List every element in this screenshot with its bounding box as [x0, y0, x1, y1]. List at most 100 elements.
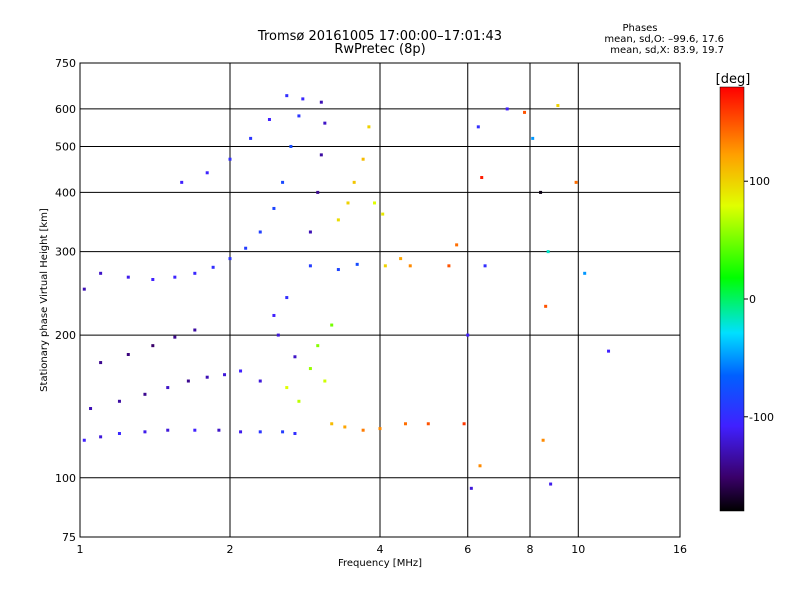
data-point	[399, 257, 403, 261]
data-point	[330, 323, 334, 327]
data-point	[336, 268, 340, 272]
data-point	[143, 392, 147, 396]
data-point	[99, 271, 103, 275]
data-point	[143, 430, 147, 434]
colorbar-tick-label: 0	[749, 293, 756, 306]
data-point	[244, 246, 248, 250]
data-point	[455, 243, 459, 247]
data-point	[166, 386, 170, 390]
y-tick-label: 100	[55, 472, 76, 485]
data-point	[89, 407, 93, 411]
data-point	[223, 373, 227, 377]
data-point	[330, 422, 334, 426]
data-point	[281, 180, 285, 184]
data-point	[205, 171, 209, 175]
data-point	[583, 271, 587, 275]
data-point	[462, 422, 466, 426]
data-point	[355, 262, 359, 266]
data-point	[239, 430, 243, 434]
colorbar-tick-label: -100	[749, 411, 774, 424]
data-point	[276, 333, 280, 337]
data-point	[544, 304, 548, 308]
data-point	[546, 250, 550, 254]
data-point	[272, 206, 276, 210]
data-point	[483, 264, 487, 268]
data-point	[336, 218, 340, 222]
data-point	[211, 265, 215, 269]
colorbar-tick-label: 100	[749, 175, 770, 188]
data-point	[193, 328, 197, 332]
data-point	[531, 136, 535, 140]
data-point	[316, 344, 320, 348]
data-point	[186, 379, 190, 383]
data-point	[193, 271, 197, 275]
x-axis-ticks: 1 2 4 6 8 10 16	[77, 543, 688, 556]
data-point	[193, 428, 197, 432]
data-point	[239, 369, 243, 373]
data-point	[408, 264, 412, 268]
data-point	[180, 180, 184, 184]
data-point	[556, 104, 560, 108]
data-point	[228, 257, 232, 261]
data-point	[151, 344, 155, 348]
y-axis-label: Stationary phase Virtual Height [km]	[39, 208, 50, 392]
data-point	[217, 428, 221, 432]
data-point	[308, 264, 312, 268]
data-point	[361, 157, 365, 161]
data-point	[319, 100, 323, 104]
data-point	[301, 97, 305, 101]
stats-o-mode: mean, sd,O: –99.6, 17.6	[604, 34, 724, 45]
data-point	[373, 201, 377, 205]
x-tick-label: 1	[77, 543, 84, 556]
x-tick-label: 6	[464, 543, 471, 556]
data-point	[316, 190, 320, 194]
grid-lines	[80, 63, 680, 537]
data-point	[249, 136, 253, 140]
data-point	[323, 121, 327, 125]
colorbar-ticks: -100 0 100	[744, 175, 774, 424]
data-point	[549, 482, 553, 486]
data-point	[293, 431, 297, 435]
data-point	[447, 264, 451, 268]
data-point	[308, 367, 312, 371]
data-point	[281, 430, 285, 434]
colorbar	[719, 86, 745, 512]
colorbar-unit-label: [deg]	[716, 72, 751, 87]
data-point	[343, 425, 347, 429]
data-point	[117, 399, 121, 403]
chart-title: Tromsø 20161005 17:00:00–17:01:43	[257, 29, 502, 44]
data-point	[308, 230, 312, 234]
data-point	[99, 361, 103, 365]
data-point	[541, 438, 545, 442]
data-point	[574, 180, 578, 184]
data-point	[383, 264, 387, 268]
data-point	[126, 353, 130, 357]
y-tick-label: 600	[55, 103, 76, 116]
x-tick-label: 4	[377, 543, 384, 556]
data-point	[297, 114, 301, 118]
data-point	[173, 335, 177, 339]
data-point	[607, 349, 611, 353]
data-point	[426, 422, 430, 426]
data-point	[361, 428, 365, 432]
chart-subtitle: RwPretec (8p)	[334, 42, 425, 57]
y-tick-label: 300	[55, 246, 76, 259]
data-point	[258, 430, 262, 434]
y-tick-label: 500	[55, 140, 76, 153]
data-point	[523, 110, 527, 114]
data-point	[228, 157, 232, 161]
data-point	[126, 275, 130, 279]
data-point	[539, 190, 543, 194]
data-point	[381, 212, 385, 216]
data-point	[293, 355, 297, 359]
data-point	[285, 386, 289, 390]
x-tick-label: 8	[527, 543, 534, 556]
y-tick-label: 75	[62, 531, 76, 544]
plot-frame	[79, 62, 681, 538]
y-tick-label: 400	[55, 186, 76, 199]
data-point	[403, 422, 407, 426]
stats-x-mode: mean, sd,X: 83.9, 19.7	[610, 45, 724, 56]
y-axis-ticks: 75 100 200 300 400 500 600 750	[55, 57, 76, 544]
data-point	[82, 287, 86, 291]
